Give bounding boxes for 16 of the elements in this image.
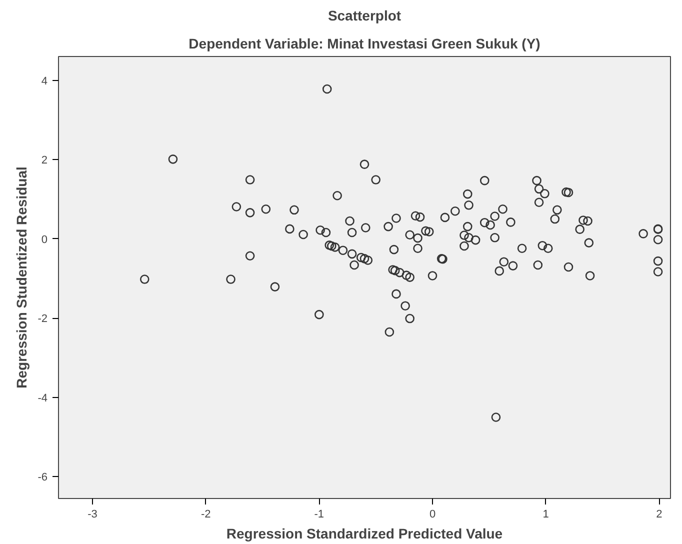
y-tick-label: -4 bbox=[38, 392, 48, 404]
chart-subtitle: Dependent Variable: Minat Investasi Green Sukuk (Y) bbox=[188, 36, 540, 52]
x-tick-label: 2 bbox=[656, 508, 662, 520]
y-tick-label: -6 bbox=[38, 472, 48, 484]
y-tick-label: 4 bbox=[41, 75, 48, 88]
y-tick-label: 2 bbox=[41, 154, 48, 167]
chart-title: Scatterplot bbox=[328, 8, 402, 24]
x-tick-label: -3 bbox=[88, 508, 98, 520]
x-tick-label: -2 bbox=[200, 508, 211, 520]
y-tick-label: -2 bbox=[38, 313, 48, 326]
y-tick-label: 0 bbox=[41, 234, 48, 246]
x-tick-label: 0 bbox=[429, 508, 436, 520]
x-tick-label: -1 bbox=[314, 508, 324, 520]
x-tick-label: 1 bbox=[542, 508, 549, 520]
x-axis-title: Regression Standardized Predicted Value bbox=[226, 526, 503, 542]
y-axis-title: Regression Studentized Residual bbox=[14, 166, 30, 388]
